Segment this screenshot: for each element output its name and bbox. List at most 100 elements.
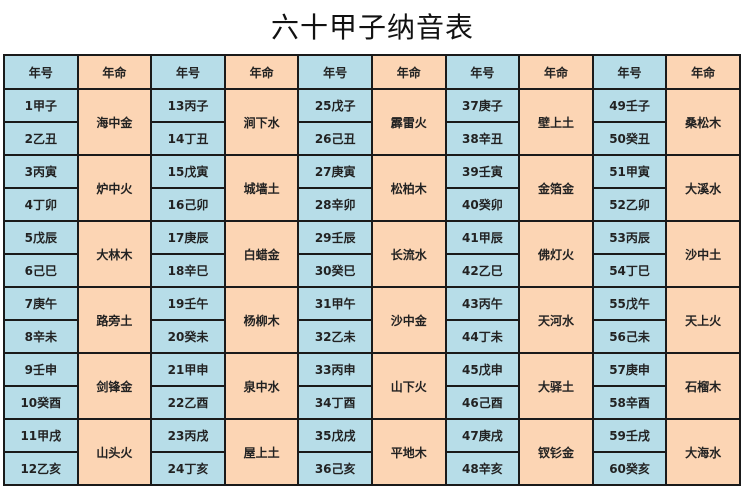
header-nayin: 年命 — [665, 54, 741, 90]
nayin-cell: 山下火 — [370, 352, 447, 420]
year-cell: 25戊子 — [297, 88, 373, 123]
page-title: 六十甲子纳音表 — [270, 11, 474, 44]
year-cell: 41甲辰 — [444, 220, 521, 255]
year-cell: 45戊申 — [444, 352, 521, 387]
year-cell: 9壬申 — [3, 352, 79, 387]
year-cell: 5戊辰 — [3, 220, 79, 255]
header-nayin: 年命 — [223, 54, 300, 90]
table-row: 10癸酉 22乙酉 34丁酉 46己酉 58辛酉 — [3, 385, 740, 420]
nayin-cell: 天上火 — [665, 286, 741, 354]
year-cell: 1甲子 — [3, 88, 79, 123]
year-cell: 60癸亥 — [591, 451, 668, 486]
year-cell: 57庚申 — [591, 352, 668, 387]
year-cell: 46己酉 — [444, 385, 521, 420]
table-row: 12乙亥 24丁亥 36己亥 48辛亥 60癸亥 — [3, 451, 740, 486]
table-row: 5戊辰 大林木 17庚辰 白蜡金 29壬辰 长流水 41甲辰 佛灯火 53丙辰 沙中土 — [3, 220, 741, 288]
header-row: 年号 年命 年号 年命 年号 年命 年号 年命 年号 年命 — [3, 54, 741, 90]
header-year: 年号 — [444, 54, 521, 90]
year-cell: 56己未 — [591, 319, 668, 354]
nayin-cell: 壁上土 — [518, 88, 594, 156]
year-cell: 6己巳 — [3, 253, 79, 288]
nayin-cell: 大林木 — [76, 220, 153, 288]
table-row: 3丙寅 炉中火 15戊寅 城墙土 27庚寅 松柏木 39壬寅 金箔金 51甲寅 大溪水 — [3, 154, 741, 222]
year-cell: 52乙卯 — [591, 187, 668, 222]
nayin-cell: 松柏木 — [370, 154, 447, 222]
year-cell: 8辛未 — [3, 319, 79, 354]
nayin-cell: 金箔金 — [518, 154, 594, 222]
year-cell: 31甲午 — [297, 286, 373, 321]
header-nayin: 年命 — [76, 54, 153, 90]
nayin-cell: 杨柳木 — [223, 286, 300, 354]
header-year: 年号 — [3, 54, 79, 90]
nayin-cell: 沙中土 — [665, 220, 741, 288]
header-year: 年号 — [297, 54, 373, 90]
year-cell: 44丁未 — [444, 319, 521, 354]
year-cell: 42乙巳 — [444, 253, 521, 288]
nayin-cell: 白蜡金 — [223, 220, 300, 288]
nayin-cell: 霹雷火 — [370, 88, 447, 156]
year-cell: 47庚戌 — [444, 418, 521, 453]
year-cell: 30癸巳 — [297, 253, 373, 288]
year-cell: 32乙未 — [297, 319, 373, 354]
nayin-cell: 涧下水 — [223, 88, 300, 156]
nayin-cell: 炉中火 — [76, 154, 153, 222]
nayin-cell: 大驿土 — [518, 352, 594, 420]
nayin-cell: 大溪水 — [665, 154, 741, 222]
nayin-cell: 钗钐金 — [518, 418, 594, 486]
year-cell: 10癸酉 — [3, 385, 79, 420]
header-year: 年号 — [150, 54, 226, 90]
table-row: 1甲子 海中金 13丙子 涧下水 25戊子 霹雷火 37庚子 壁上土 49壬子 桑松木 — [3, 88, 741, 156]
year-cell: 26己丑 — [297, 121, 373, 156]
year-cell: 22乙酉 — [150, 385, 226, 420]
table-row: 6己巳 18辛巳 30癸巳 42乙巳 54丁巳 — [3, 253, 740, 288]
nayin-cell: 佛灯火 — [518, 220, 594, 288]
year-cell: 24丁亥 — [150, 451, 226, 486]
year-cell: 33丙申 — [297, 352, 373, 387]
nayin-cell: 平地木 — [370, 418, 447, 486]
year-cell: 17庚辰 — [150, 220, 226, 255]
year-cell: 50癸丑 — [591, 121, 668, 156]
year-cell: 36己亥 — [297, 451, 373, 486]
year-cell: 39壬寅 — [444, 154, 521, 189]
nayin-cell: 桑松木 — [665, 88, 741, 156]
nayin-cell: 长流水 — [370, 220, 447, 288]
nayin-table: 年号 年命 年号 年命 年号 年命 年号 年命 年号 年命 1甲子 海中金 13丙子 涧下水 25戊子 霹雷火… — [3, 54, 741, 486]
year-cell: 18辛巳 — [150, 253, 226, 288]
year-cell: 54丁巳 — [591, 253, 668, 288]
nayin-cell: 屋上土 — [223, 418, 300, 486]
year-cell: 29壬辰 — [297, 220, 373, 255]
header-nayin: 年命 — [518, 54, 594, 90]
table-row: 4丁卯 16己卯 28辛卯 40癸卯 52乙卯 — [3, 187, 740, 222]
nayin-cell: 路旁土 — [76, 286, 153, 354]
year-cell: 48辛亥 — [444, 451, 521, 486]
nayin-cell: 大海水 — [665, 418, 741, 486]
table-row: 2乙丑 14丁丑 26己丑 38辛丑 50癸丑 — [3, 121, 740, 156]
year-cell: 23丙戌 — [150, 418, 226, 453]
nayin-cell: 天河水 — [518, 286, 594, 354]
year-cell: 15戊寅 — [150, 154, 226, 189]
year-cell: 55戊午 — [591, 286, 668, 321]
nayin-cell: 泉中水 — [223, 352, 300, 420]
year-cell: 59壬戌 — [591, 418, 668, 453]
nayin-cell: 海中金 — [76, 88, 153, 156]
year-cell: 53丙辰 — [591, 220, 668, 255]
year-cell: 49壬子 — [591, 88, 668, 123]
year-cell: 21甲申 — [150, 352, 226, 387]
year-cell: 4丁卯 — [3, 187, 79, 222]
year-cell: 37庚子 — [444, 88, 521, 123]
year-cell: 19壬午 — [150, 286, 226, 321]
year-cell: 51甲寅 — [591, 154, 668, 189]
table-row: 11甲戌 山头火 23丙戌 屋上土 35戊戌 平地木 47庚戌 钗钐金 59壬戌 大海水 — [3, 418, 741, 486]
header-nayin: 年命 — [370, 54, 447, 90]
year-cell: 7庚午 — [3, 286, 79, 321]
year-cell: 35戊戌 — [297, 418, 373, 453]
year-cell: 11甲戌 — [3, 418, 79, 453]
table-row: 9壬申 剑锋金 21甲申 泉中水 33丙申 山下火 45戊申 大驿土 57庚申 石榴木 — [3, 352, 741, 420]
year-cell: 58辛酉 — [591, 385, 668, 420]
year-cell: 28辛卯 — [297, 187, 373, 222]
nayin-cell: 石榴木 — [665, 352, 741, 420]
year-cell: 13丙子 — [150, 88, 226, 123]
year-cell: 40癸卯 — [444, 187, 521, 222]
nayin-cell: 山头火 — [76, 418, 153, 486]
year-cell: 12乙亥 — [3, 451, 79, 486]
